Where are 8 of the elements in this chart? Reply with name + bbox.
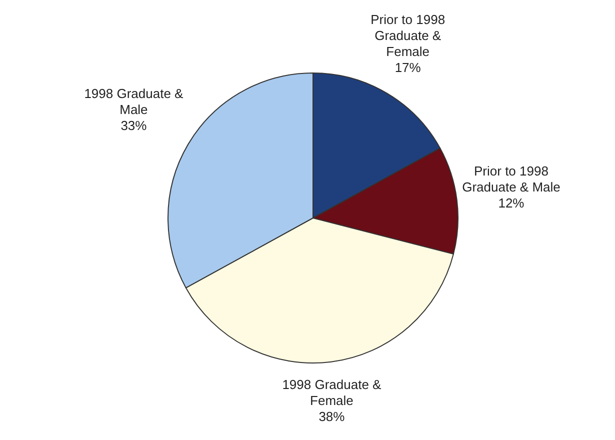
slice-label: 1998 Graduate & Female	[282, 376, 382, 408]
data-label: 33%	[120, 118, 148, 133]
data-label: 17%	[394, 60, 422, 76]
slice-label: 1998 Graduate & Male	[84, 86, 184, 117]
data-label: 12%	[498, 195, 525, 210]
slice-label: Prior to 1998 Graduate & Female	[370, 12, 446, 60]
data-label: 38%	[318, 408, 346, 424]
slice-label: Prior to 1998 Graduate & Male	[462, 163, 560, 194]
